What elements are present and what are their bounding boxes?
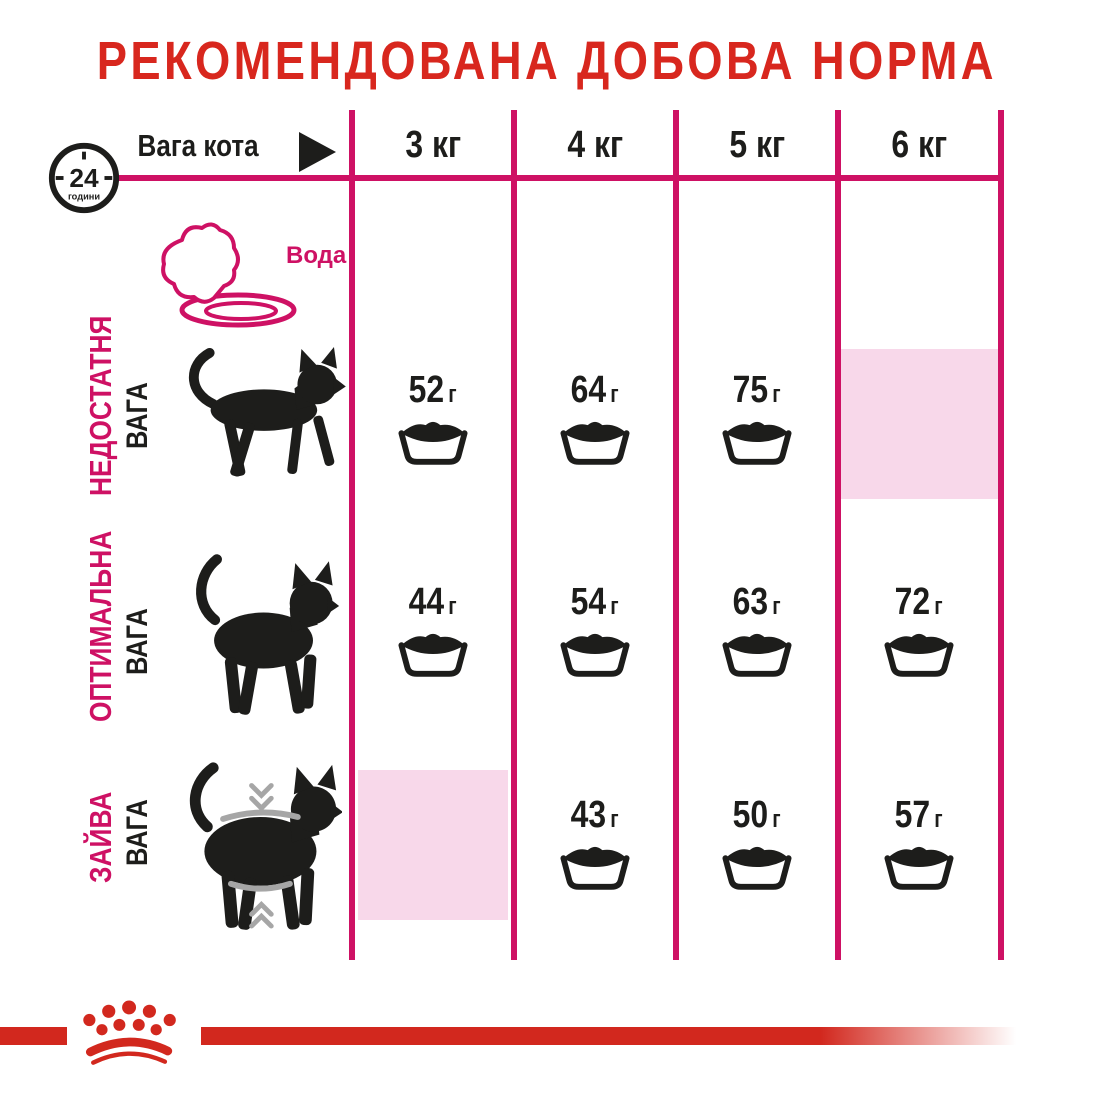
portion-cell: 64 г (520, 370, 670, 467)
food-bowl-icon (722, 846, 792, 890)
overweight-cat-icon (189, 762, 342, 930)
portion-value: 75 (732, 369, 769, 411)
slimming-marker-arrows (220, 783, 301, 929)
portion-value: 43 (570, 794, 607, 836)
row-label-overweight: ЗАЙВА (83, 791, 118, 883)
portion-cell: 72 г (844, 582, 994, 679)
portion-value: 63 (732, 581, 769, 623)
food-bowl-icon (560, 846, 630, 890)
clock-unit-text: години (68, 191, 100, 201)
row-label-underweight-weight-word: ВАГА (121, 382, 154, 449)
portion-cell: 57 г (844, 795, 994, 892)
royal-canin-crown-logo (83, 1000, 176, 1065)
portion-cell: 43 г (520, 795, 670, 892)
cat-weight-label: Вага кота (137, 128, 259, 163)
food-bowl-icon (884, 846, 954, 890)
footer-bar-left (0, 1027, 67, 1045)
portion-cell: 44 г (358, 582, 508, 679)
water-icon (161, 222, 297, 328)
food-bowl-icon (722, 633, 792, 677)
food-bowl-icon (884, 633, 954, 677)
underweight-cat-icon (188, 346, 346, 477)
portion-value: 52 (408, 369, 445, 411)
food-bowl-icon (398, 633, 468, 677)
portion-unit: г (610, 381, 620, 408)
portion-value: 44 (408, 581, 445, 623)
food-bowl-icon (722, 421, 792, 465)
portion-unit: г (772, 381, 782, 408)
clock-24h-icon: 24 години (48, 142, 120, 214)
column-header-3kg: 3 кг (405, 124, 461, 166)
portion-unit: г (448, 381, 458, 408)
row-label-underweight: НЕДОСТАТНЯ (83, 315, 118, 496)
portion-cell: 54 г (520, 582, 670, 679)
food-bowl-icon (560, 421, 630, 465)
portion-unit: г (934, 806, 944, 833)
portion-unit: г (772, 806, 782, 833)
table-grid-line-vertical (835, 110, 841, 960)
portion-cell: 50 г (682, 795, 832, 892)
portion-unit: г (448, 593, 458, 620)
water-label: Вода (286, 242, 347, 269)
empty-portion-cell-overweight-3kg (358, 770, 508, 920)
table-grid-line-vertical (511, 110, 517, 960)
portion-cell: 75 г (682, 370, 832, 467)
column-header-6kg: 6 кг (891, 124, 947, 166)
row-label-overweight-weight-word: ВАГА (121, 799, 154, 866)
row-label-optimal: ОПТИМАЛЬНА (83, 530, 118, 722)
optimal-weight-cat-icon (196, 554, 340, 715)
page-title: РЕКОМЕНДОВАНА ДОБОВА НОРМА (96, 31, 997, 91)
portion-cell: 63 г (682, 582, 832, 679)
portion-value: 54 (570, 581, 607, 623)
column-header-4kg: 4 кг (567, 124, 623, 166)
food-bowl-icon (398, 421, 468, 465)
portion-value: 72 (894, 581, 931, 623)
row-label-optimal-weight-word: ВАГА (121, 608, 154, 675)
portion-unit: г (772, 593, 782, 620)
table-grid-line-vertical (673, 110, 679, 960)
portion-cell: 52 г (358, 370, 508, 467)
table-grid-line-horizontal (84, 175, 1004, 181)
portion-value: 64 (570, 369, 607, 411)
right-arrow-icon (299, 132, 336, 172)
portion-unit: г (610, 806, 620, 833)
portion-value: 50 (732, 794, 769, 836)
column-header-5kg: 5 кг (729, 124, 785, 166)
portion-value: 57 (894, 794, 931, 836)
footer-bar-right (201, 1027, 1016, 1045)
clock-hours-text: 24 (69, 163, 99, 193)
table-grid-line-vertical (998, 110, 1004, 960)
food-bowl-icon (560, 633, 630, 677)
portion-unit: г (934, 593, 944, 620)
empty-portion-cell-underweight-6kg (841, 349, 998, 499)
portion-unit: г (610, 593, 620, 620)
table-grid-line-vertical (349, 110, 355, 960)
